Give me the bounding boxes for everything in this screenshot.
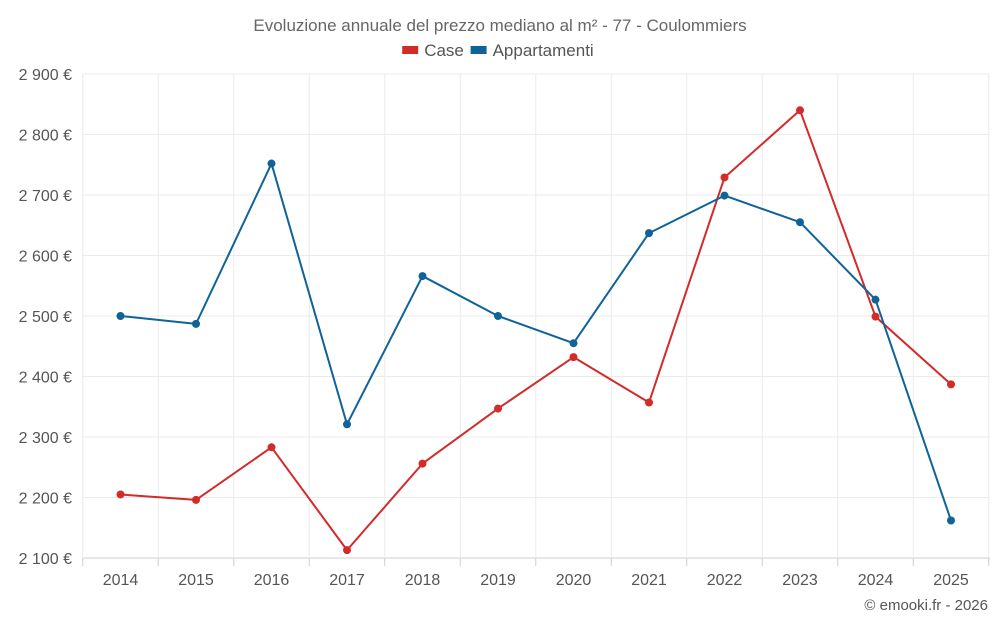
- x-tick-label: 2016: [254, 572, 290, 589]
- data-point-case[interactable]: [947, 380, 955, 389]
- x-tick-label: 2020: [556, 572, 592, 589]
- data-point-appartamenti[interactable]: [569, 339, 578, 348]
- data-point-appartamenti[interactable]: [418, 272, 427, 281]
- legend-label-appartamenti[interactable]: Appartamenti: [493, 41, 594, 60]
- x-tick-label: 2015: [178, 572, 214, 589]
- data-point-appartamenti[interactable]: [192, 319, 200, 328]
- data-point-case[interactable]: [871, 312, 880, 321]
- data-point-case[interactable]: [267, 443, 276, 452]
- series-line-case: [120, 109, 952, 552]
- y-tick-label: 2 100 €: [19, 551, 72, 568]
- axes: 2 100 € 2 200 € 2 300 € 2 400 € 2 500 € 2 600…: [19, 67, 990, 589]
- series-layer: [116, 106, 955, 555]
- data-point-appartamenti[interactable]: [343, 420, 351, 429]
- credit-text: © emooki.fr - 2026: [864, 597, 988, 614]
- data-point-appartamenti[interactable]: [267, 159, 276, 168]
- y-tick-label: 2 700 €: [19, 188, 72, 205]
- data-point-case[interactable]: [418, 459, 427, 468]
- data-point-appartamenti[interactable]: [871, 295, 880, 304]
- chart-title: Evoluzione annuale del prezzo mediano al…: [253, 16, 746, 35]
- data-point-case[interactable]: [494, 404, 502, 413]
- data-point-appartamenti[interactable]: [494, 312, 502, 320]
- data-point-case[interactable]: [116, 490, 125, 499]
- legend-swatch-appartamenti[interactable]: [470, 46, 487, 54]
- x-tick-label: 2018: [405, 572, 441, 589]
- x-tick-label: 2017: [329, 572, 365, 589]
- y-tick-label: 2 300 €: [19, 430, 72, 447]
- y-tick-label: 2 800 €: [19, 128, 72, 145]
- grid: [82, 73, 990, 559]
- series-line-appartamenti: [120, 162, 952, 521]
- data-point-case[interactable]: [569, 353, 578, 362]
- data-point-appartamenti[interactable]: [796, 218, 804, 227]
- y-tick-label: 2 600 €: [19, 249, 72, 266]
- y-tick-label: 2 400 €: [19, 370, 72, 387]
- y-tick-label: 2 500 €: [19, 309, 72, 326]
- data-point-case[interactable]: [343, 546, 351, 555]
- x-tick-label: 2019: [480, 572, 516, 589]
- legend-label-case[interactable]: Case: [424, 41, 464, 60]
- data-point-appartamenti[interactable]: [116, 312, 125, 320]
- y-tick-label: 2 900 €: [19, 67, 72, 84]
- x-tick-label: 2024: [858, 572, 894, 589]
- data-point-case[interactable]: [720, 173, 729, 182]
- x-tick-label: 2022: [707, 572, 743, 589]
- data-point-case[interactable]: [796, 106, 804, 115]
- x-tick-label: 2025: [933, 572, 969, 589]
- data-point-appartamenti[interactable]: [645, 229, 653, 238]
- x-tick-label: 2023: [782, 572, 818, 589]
- data-point-case[interactable]: [645, 398, 653, 407]
- data-point-appartamenti[interactable]: [947, 516, 955, 525]
- y-tick-label: 2 200 €: [19, 491, 72, 508]
- data-point-appartamenti[interactable]: [720, 191, 729, 200]
- data-point-case[interactable]: [192, 495, 200, 504]
- legend: Case Appartamenti: [402, 41, 594, 60]
- x-tick-label: 2021: [631, 572, 667, 589]
- x-tick-label: 2014: [103, 572, 139, 589]
- legend-swatch-case[interactable]: [402, 46, 419, 54]
